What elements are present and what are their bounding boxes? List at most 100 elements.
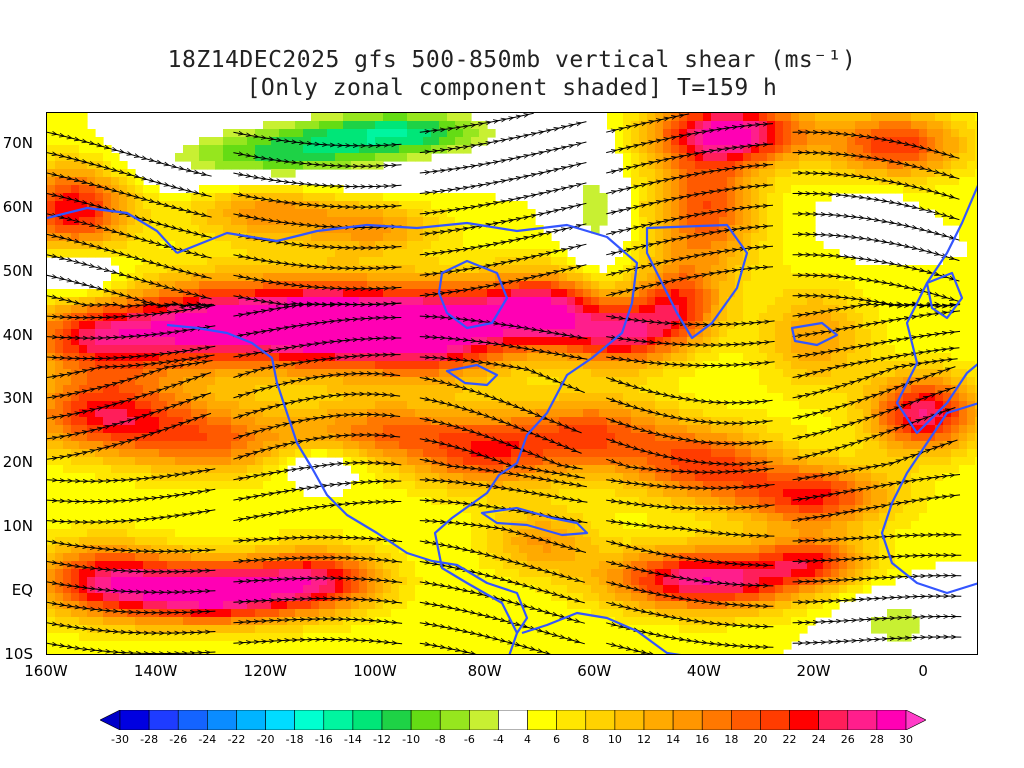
shear-cell bbox=[143, 633, 152, 642]
shear-cell bbox=[543, 313, 552, 322]
shear-cell bbox=[359, 153, 368, 162]
shear-cell bbox=[223, 409, 232, 418]
shear-cell bbox=[671, 297, 680, 306]
shear-cell bbox=[423, 201, 432, 210]
shear-cell bbox=[319, 329, 328, 338]
shear-cell bbox=[215, 625, 224, 634]
shear-cell bbox=[447, 617, 456, 626]
shear-cell bbox=[647, 393, 656, 402]
shear-cell bbox=[295, 257, 304, 266]
shear-cell bbox=[223, 625, 232, 634]
shear-cell bbox=[671, 121, 680, 130]
shear-cell bbox=[247, 201, 256, 210]
shear-cell bbox=[151, 489, 160, 498]
shear-cell bbox=[599, 217, 608, 226]
shear-cell bbox=[143, 569, 152, 578]
shear-cell bbox=[479, 249, 488, 258]
shear-cell bbox=[663, 129, 672, 138]
shear-cell bbox=[239, 561, 248, 570]
shear-cell bbox=[407, 137, 416, 146]
shear-cell bbox=[119, 281, 128, 290]
shear-cell bbox=[583, 537, 592, 546]
shear-cell bbox=[383, 137, 392, 146]
shear-cell bbox=[47, 345, 56, 354]
shear-cell bbox=[335, 521, 344, 530]
shear-cell bbox=[215, 417, 224, 426]
shear-cell bbox=[71, 537, 80, 546]
shear-cell bbox=[671, 601, 680, 610]
shear-cell bbox=[503, 337, 512, 346]
shear-cell bbox=[423, 361, 432, 370]
shear-cell bbox=[655, 369, 664, 378]
shear-cell bbox=[63, 337, 72, 346]
shear-cell bbox=[407, 201, 416, 210]
shear-cell bbox=[279, 545, 288, 554]
shear-cell bbox=[647, 153, 656, 162]
shear-cell bbox=[103, 465, 112, 474]
shear-cell bbox=[503, 537, 512, 546]
shear-cell bbox=[87, 345, 96, 354]
shear-cell bbox=[351, 145, 360, 154]
shear-cell bbox=[223, 201, 232, 210]
shear-cell bbox=[527, 377, 536, 386]
shear-cell bbox=[167, 449, 176, 458]
shear-cell bbox=[247, 161, 256, 170]
shear-cell bbox=[599, 425, 608, 434]
shear-cell bbox=[559, 601, 568, 610]
shear-cell bbox=[263, 313, 272, 322]
shear-cell bbox=[487, 641, 496, 650]
shear-cell bbox=[583, 553, 592, 562]
shear-cell bbox=[95, 233, 104, 242]
shear-cell bbox=[695, 249, 704, 258]
shear-cell bbox=[223, 225, 232, 234]
shear-cell bbox=[543, 257, 552, 266]
shear-cell bbox=[615, 473, 624, 482]
shear-cell bbox=[655, 489, 664, 498]
shear-cell bbox=[679, 289, 688, 298]
shear-cell bbox=[287, 145, 296, 154]
shear-cell bbox=[167, 465, 176, 474]
shear-cell bbox=[351, 433, 360, 442]
shear-cell bbox=[567, 481, 576, 490]
shear-cell bbox=[679, 377, 688, 386]
shear-cell bbox=[311, 217, 320, 226]
shear-cell bbox=[47, 449, 56, 458]
shear-cell bbox=[631, 321, 640, 330]
shear-cell bbox=[167, 553, 176, 562]
shear-cell bbox=[143, 305, 152, 314]
shear-cell bbox=[439, 209, 448, 218]
shear-cell bbox=[271, 585, 280, 594]
shear-cell bbox=[647, 649, 656, 654]
shear-cell bbox=[207, 257, 216, 266]
shear-cell bbox=[407, 233, 416, 242]
shear-cell bbox=[87, 425, 96, 434]
shear-cell bbox=[263, 457, 272, 466]
shear-cell bbox=[55, 505, 64, 514]
shear-cell bbox=[263, 601, 272, 610]
shear-cell bbox=[375, 233, 384, 242]
shear-cell bbox=[511, 481, 520, 490]
shear-cell bbox=[415, 609, 424, 618]
shear-cell bbox=[671, 425, 680, 434]
shear-cell bbox=[263, 129, 272, 138]
shear-cell bbox=[255, 425, 264, 434]
shear-cell bbox=[255, 321, 264, 330]
shear-cell bbox=[351, 313, 360, 322]
shear-cell bbox=[71, 521, 80, 530]
shear-cell bbox=[599, 521, 608, 530]
shear-cell bbox=[663, 425, 672, 434]
shear-cell bbox=[423, 609, 432, 618]
shear-cell bbox=[487, 425, 496, 434]
shear-cell bbox=[687, 497, 696, 506]
shear-cell bbox=[399, 409, 408, 418]
shear-cell bbox=[263, 385, 272, 394]
shear-cell bbox=[55, 361, 64, 370]
shear-cell bbox=[607, 441, 616, 450]
shear-cell bbox=[583, 217, 592, 226]
shear-cell bbox=[439, 241, 448, 250]
shear-cell bbox=[647, 225, 656, 234]
shear-cell bbox=[399, 369, 408, 378]
shear-cell bbox=[415, 641, 424, 650]
shear-cell bbox=[463, 113, 472, 122]
shear-cell bbox=[335, 449, 344, 458]
